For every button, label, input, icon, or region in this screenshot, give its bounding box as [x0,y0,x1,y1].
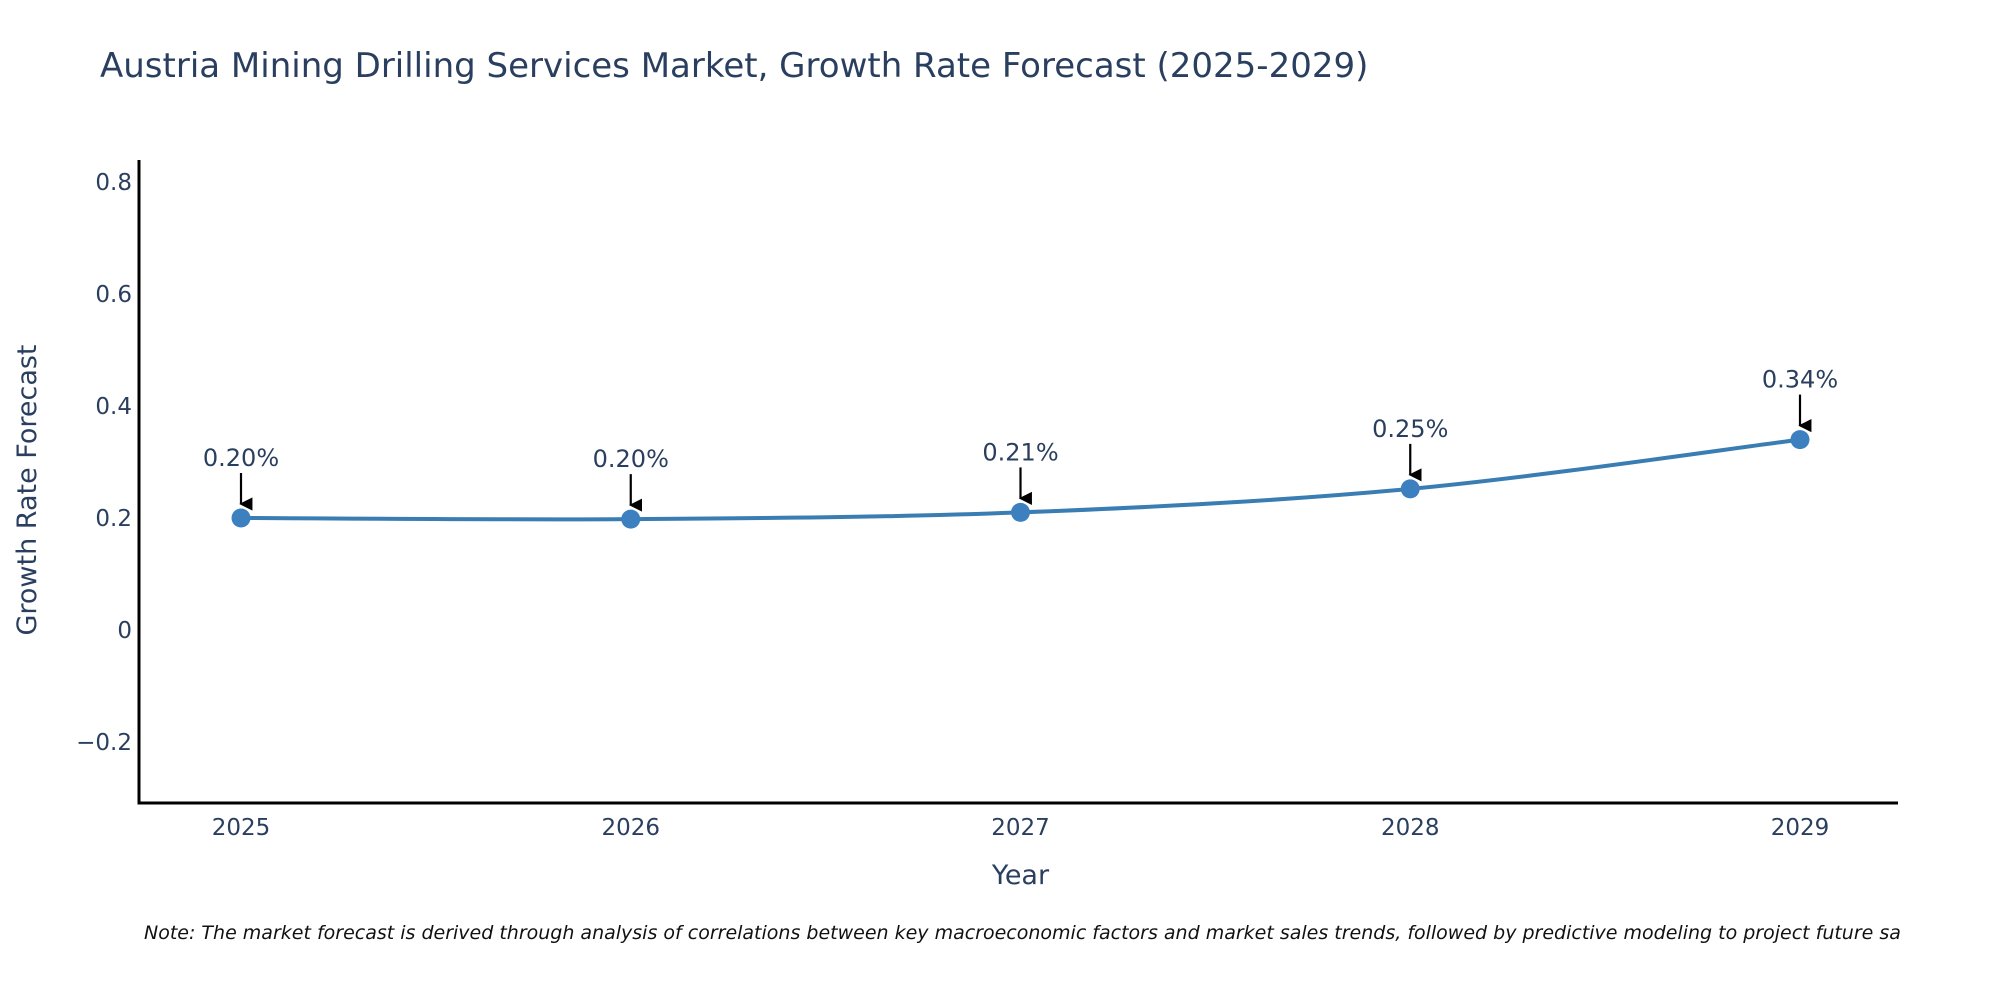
chart-title: Austria Mining Drilling Services Market,… [100,46,1369,86]
data-point-marker[interactable] [1400,479,1420,499]
data-label: 0.34% [1762,366,1838,394]
y-axis-ticks: −0.2 0 0.2 0.4 0.6 0.8 [76,170,132,756]
x-tick-label: 2027 [991,815,1050,841]
y-tick-label: −0.2 [76,730,132,756]
data-point-marker[interactable] [231,508,251,528]
y-tick-label: 0.4 [95,394,132,420]
series-layer [231,430,1810,529]
x-tick-label: 2025 [212,815,271,841]
y-tick-label: 0.2 [95,506,132,532]
data-label: 0.21% [982,438,1058,466]
data-point-marker[interactable] [1011,502,1030,522]
y-tick-label: 0 [117,618,132,644]
annotation-layer: 0.20% 0.20% 0.21% 0.25% 0.34% [203,366,1838,512]
data-label: 0.20% [593,445,669,473]
y-tick-label: 0.6 [95,282,132,308]
data-label: 0.25% [1372,415,1448,443]
footnote: Note: The market forecast is derived thr… [144,922,1901,944]
data-point-marker[interactable] [1790,430,1810,450]
y-tick-label: 0.8 [95,170,132,196]
x-axis-ticks: 2025 2026 2027 2028 2029 [212,815,1830,841]
x-tick-label: 2029 [1771,815,1830,841]
x-axis-title: Year [991,860,1050,891]
x-tick-label: 2026 [601,815,660,841]
data-point-marker[interactable] [621,509,641,529]
y-axis-title: Growth Rate Forecast [12,344,43,635]
data-label: 0.20% [203,444,279,472]
x-tick-label: 2028 [1381,815,1440,841]
